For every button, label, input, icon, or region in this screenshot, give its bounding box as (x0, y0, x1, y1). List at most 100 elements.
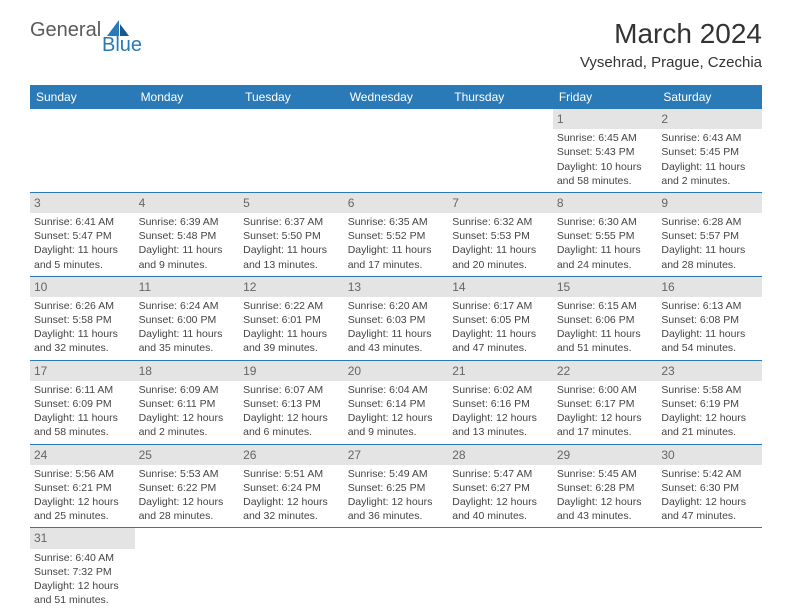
day-number: 3 (30, 193, 135, 213)
sunrise-text: Sunrise: 5:45 AM (557, 467, 654, 481)
sunrise-text: Sunrise: 6:39 AM (139, 215, 236, 229)
sunset-text: Sunset: 6:11 PM (139, 397, 236, 411)
day-content: Sunrise: 6:07 AMSunset: 6:13 PMDaylight:… (239, 381, 344, 444)
daylight-text: Daylight: 12 hours and 43 minutes. (557, 495, 654, 523)
calendar-empty (344, 528, 449, 611)
daylight-text: Daylight: 12 hours and 21 minutes. (661, 411, 758, 439)
calendar-day: 21Sunrise: 6:02 AMSunset: 6:16 PMDayligh… (448, 360, 553, 444)
day-content: Sunrise: 6:39 AMSunset: 5:48 PMDaylight:… (135, 213, 240, 276)
sunrise-text: Sunrise: 6:24 AM (139, 299, 236, 313)
sunrise-text: Sunrise: 6:22 AM (243, 299, 340, 313)
sunrise-text: Sunrise: 6:41 AM (34, 215, 131, 229)
day-number: 27 (344, 445, 449, 465)
weekday-header: Tuesday (239, 85, 344, 109)
sunset-text: Sunset: 5:57 PM (661, 229, 758, 243)
day-number: 23 (657, 361, 762, 381)
calendar-day: 2Sunrise: 6:43 AMSunset: 5:45 PMDaylight… (657, 109, 762, 192)
weekday-header: Monday (135, 85, 240, 109)
day-number: 31 (30, 528, 135, 548)
sunrise-text: Sunrise: 5:42 AM (661, 467, 758, 481)
calendar-empty (239, 528, 344, 611)
day-content: Sunrise: 6:41 AMSunset: 5:47 PMDaylight:… (30, 213, 135, 276)
day-number: 11 (135, 277, 240, 297)
logo-text-general: General (30, 19, 101, 42)
daylight-text: Daylight: 11 hours and 13 minutes. (243, 243, 340, 271)
calendar-day: 12Sunrise: 6:22 AMSunset: 6:01 PMDayligh… (239, 276, 344, 360)
sunrise-text: Sunrise: 5:56 AM (34, 467, 131, 481)
daylight-text: Daylight: 12 hours and 6 minutes. (243, 411, 340, 439)
calendar-empty (239, 109, 344, 192)
calendar-row: 10Sunrise: 6:26 AMSunset: 5:58 PMDayligh… (30, 276, 762, 360)
sunrise-text: Sunrise: 6:30 AM (557, 215, 654, 229)
calendar-day: 15Sunrise: 6:15 AMSunset: 6:06 PMDayligh… (553, 276, 658, 360)
sunrise-text: Sunrise: 6:37 AM (243, 215, 340, 229)
header: General Blue March 2024 Vysehrad, Prague… (0, 0, 792, 77)
daylight-text: Daylight: 11 hours and 51 minutes. (557, 327, 654, 355)
day-content: Sunrise: 6:22 AMSunset: 6:01 PMDaylight:… (239, 297, 344, 360)
day-content: Sunrise: 6:00 AMSunset: 6:17 PMDaylight:… (553, 381, 658, 444)
daylight-text: Daylight: 11 hours and 43 minutes. (348, 327, 445, 355)
sunset-text: Sunset: 6:19 PM (661, 397, 758, 411)
sunset-text: Sunset: 6:13 PM (243, 397, 340, 411)
calendar-day: 20Sunrise: 6:04 AMSunset: 6:14 PMDayligh… (344, 360, 449, 444)
daylight-text: Daylight: 12 hours and 13 minutes. (452, 411, 549, 439)
day-content: Sunrise: 6:45 AMSunset: 5:43 PMDaylight:… (553, 129, 658, 192)
day-content: Sunrise: 5:56 AMSunset: 6:21 PMDaylight:… (30, 465, 135, 528)
daylight-text: Daylight: 12 hours and 25 minutes. (34, 495, 131, 523)
sunrise-text: Sunrise: 6:32 AM (452, 215, 549, 229)
day-number: 9 (657, 193, 762, 213)
calendar-day: 29Sunrise: 5:45 AMSunset: 6:28 PMDayligh… (553, 444, 658, 528)
calendar-empty (448, 109, 553, 192)
calendar-day: 4Sunrise: 6:39 AMSunset: 5:48 PMDaylight… (135, 192, 240, 276)
day-content: Sunrise: 5:58 AMSunset: 6:19 PMDaylight:… (657, 381, 762, 444)
calendar-day: 26Sunrise: 5:51 AMSunset: 6:24 PMDayligh… (239, 444, 344, 528)
weekday-header: Saturday (657, 85, 762, 109)
day-number: 17 (30, 361, 135, 381)
weekday-header: Wednesday (344, 85, 449, 109)
month-title: March 2024 (580, 18, 762, 50)
calendar-day: 25Sunrise: 5:53 AMSunset: 6:22 PMDayligh… (135, 444, 240, 528)
day-content: Sunrise: 6:40 AMSunset: 7:32 PMDaylight:… (30, 549, 135, 612)
day-content: Sunrise: 6:35 AMSunset: 5:52 PMDaylight:… (344, 213, 449, 276)
day-number: 4 (135, 193, 240, 213)
daylight-text: Daylight: 11 hours and 20 minutes. (452, 243, 549, 271)
daylight-text: Daylight: 12 hours and 47 minutes. (661, 495, 758, 523)
day-number: 16 (657, 277, 762, 297)
title-block: March 2024 Vysehrad, Prague, Czechia (580, 18, 762, 71)
daylight-text: Daylight: 11 hours and 58 minutes. (34, 411, 131, 439)
day-number: 14 (448, 277, 553, 297)
day-number: 18 (135, 361, 240, 381)
sunrise-text: Sunrise: 6:11 AM (34, 383, 131, 397)
calendar-day: 14Sunrise: 6:17 AMSunset: 6:05 PMDayligh… (448, 276, 553, 360)
day-content: Sunrise: 6:30 AMSunset: 5:55 PMDaylight:… (553, 213, 658, 276)
sunrise-text: Sunrise: 5:51 AM (243, 467, 340, 481)
day-number: 21 (448, 361, 553, 381)
daylight-text: Daylight: 12 hours and 2 minutes. (139, 411, 236, 439)
day-number: 30 (657, 445, 762, 465)
calendar-empty (135, 528, 240, 611)
sunrise-text: Sunrise: 6:13 AM (661, 299, 758, 313)
daylight-text: Daylight: 11 hours and 35 minutes. (139, 327, 236, 355)
daylight-text: Daylight: 11 hours and 39 minutes. (243, 327, 340, 355)
calendar-day: 28Sunrise: 5:47 AMSunset: 6:27 PMDayligh… (448, 444, 553, 528)
sunset-text: Sunset: 6:27 PM (452, 481, 549, 495)
calendar-row: 17Sunrise: 6:11 AMSunset: 6:09 PMDayligh… (30, 360, 762, 444)
calendar-day: 23Sunrise: 5:58 AMSunset: 6:19 PMDayligh… (657, 360, 762, 444)
day-content: Sunrise: 6:37 AMSunset: 5:50 PMDaylight:… (239, 213, 344, 276)
day-number: 2 (657, 109, 762, 129)
day-number: 29 (553, 445, 658, 465)
sunrise-text: Sunrise: 6:07 AM (243, 383, 340, 397)
logo: General Blue (30, 18, 131, 43)
day-number: 10 (30, 277, 135, 297)
sunset-text: Sunset: 6:30 PM (661, 481, 758, 495)
calendar-day: 27Sunrise: 5:49 AMSunset: 6:25 PMDayligh… (344, 444, 449, 528)
day-content: Sunrise: 6:24 AMSunset: 6:00 PMDaylight:… (135, 297, 240, 360)
day-content: Sunrise: 6:02 AMSunset: 6:16 PMDaylight:… (448, 381, 553, 444)
daylight-text: Daylight: 12 hours and 9 minutes. (348, 411, 445, 439)
calendar-day: 5Sunrise: 6:37 AMSunset: 5:50 PMDaylight… (239, 192, 344, 276)
day-content: Sunrise: 6:26 AMSunset: 5:58 PMDaylight:… (30, 297, 135, 360)
calendar-day: 30 Sunrise: 5:42 AMSunset: 6:30 PMDayligh… (657, 444, 762, 528)
sunrise-text: Sunrise: 6:40 AM (34, 551, 131, 565)
sunset-text: Sunset: 5:45 PM (661, 145, 758, 159)
sunrise-text: Sunrise: 6:00 AM (557, 383, 654, 397)
